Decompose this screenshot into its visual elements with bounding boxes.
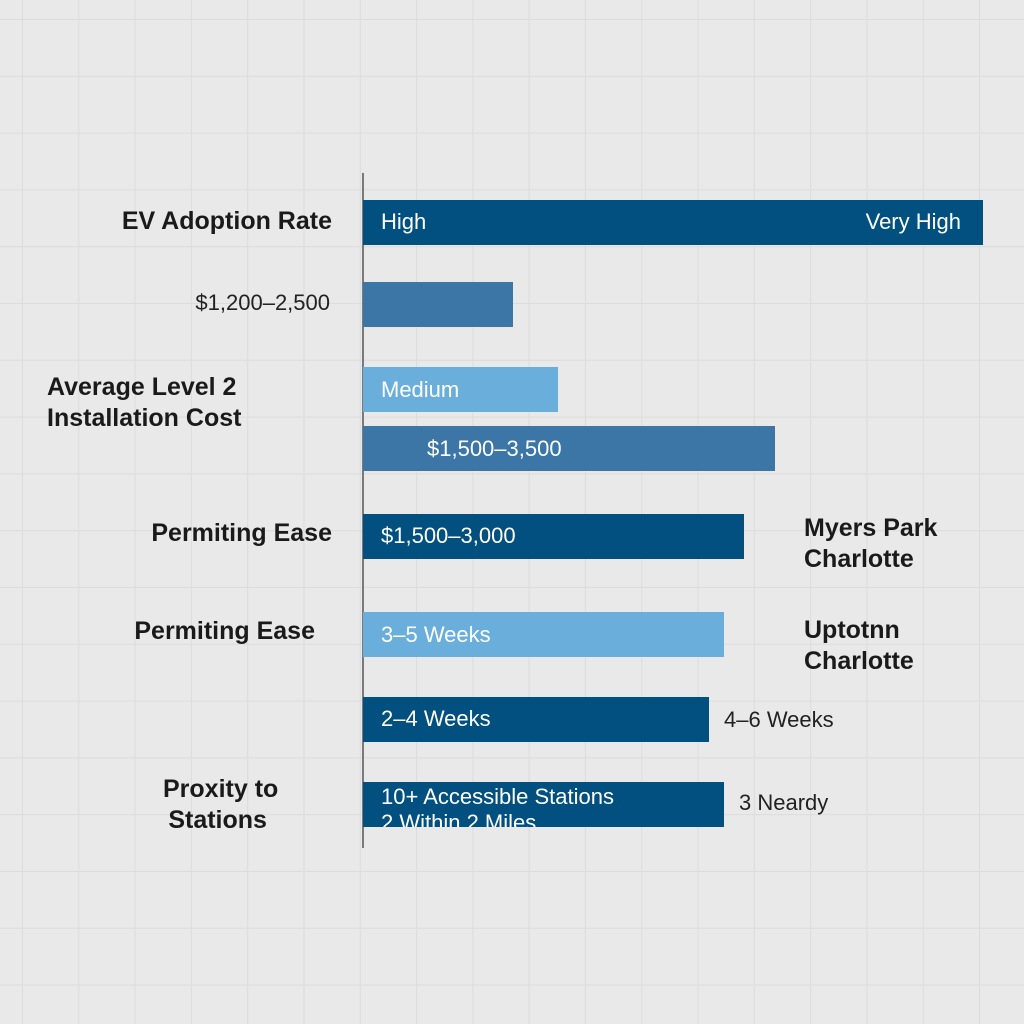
location-label-line: Myers Park xyxy=(804,514,938,542)
bar-medium: Medium xyxy=(363,367,558,412)
category-label-line: Proxity to xyxy=(163,775,279,803)
bar-label-line: 2 Within 2 Miles xyxy=(381,810,537,827)
category-label-installation-cost: Average Level 2 Installation Cost xyxy=(47,372,241,434)
bar-label-right: Very High xyxy=(865,209,961,234)
bar-label: $1,500–3,500 xyxy=(427,436,562,461)
location-label-line: Charlotte xyxy=(804,545,914,573)
bar-uptown-permit: 3–5 Weeks xyxy=(363,612,724,657)
bar-ev-adoption: High Very High xyxy=(363,200,983,245)
location-label-myers-park: Myers Park Charlotte xyxy=(804,513,937,575)
bar-myers-park-cost: $1,500–3,000 xyxy=(363,514,744,559)
cost-range-label: $1,200–2,500 xyxy=(195,290,330,315)
category-label-permitting-ease-2: Permiting Ease xyxy=(134,617,315,645)
bar-proximity: 10+ Accessible Stations 2 Within 2 Miles xyxy=(363,782,724,827)
value-label-4-6-weeks: 4–6 Weeks xyxy=(724,707,834,732)
y-axis-line xyxy=(362,173,364,848)
location-label-uptown: Uptotnn Charlotte xyxy=(804,615,914,677)
bar-label: High xyxy=(381,209,427,234)
bar-cost-range xyxy=(363,282,513,327)
bar-label: 3–5 Weeks xyxy=(381,622,491,647)
bar-label: $1,500–3,000 xyxy=(381,523,516,548)
location-label-line: Uptotnn xyxy=(804,616,900,644)
category-label-proximity: Proxity to Stations xyxy=(157,774,278,836)
bar-label-line: 10+ Accessible Stations xyxy=(381,784,614,809)
location-label-line: Charlotte xyxy=(804,647,914,675)
value-label-nearby: 3 Neardy xyxy=(739,790,829,815)
category-label-line: Average Level 2 xyxy=(47,373,237,401)
bar-installation-cost: $1,500–3,500 xyxy=(363,426,775,471)
bar-label: Medium xyxy=(381,377,460,402)
category-label-ev-adoption: EV Adoption Rate xyxy=(121,207,332,235)
bar-label: 2–4 Weeks xyxy=(381,706,491,731)
bar-label: 10+ Accessible Stations 2 Within 2 Miles xyxy=(381,784,614,827)
category-label-line: Stations xyxy=(168,806,267,834)
bar-permit-weeks: 2–4 Weeks xyxy=(363,697,709,742)
category-label-line: Installation Cost xyxy=(47,404,242,432)
category-label-permitting-ease: Permiting Ease xyxy=(151,519,332,547)
